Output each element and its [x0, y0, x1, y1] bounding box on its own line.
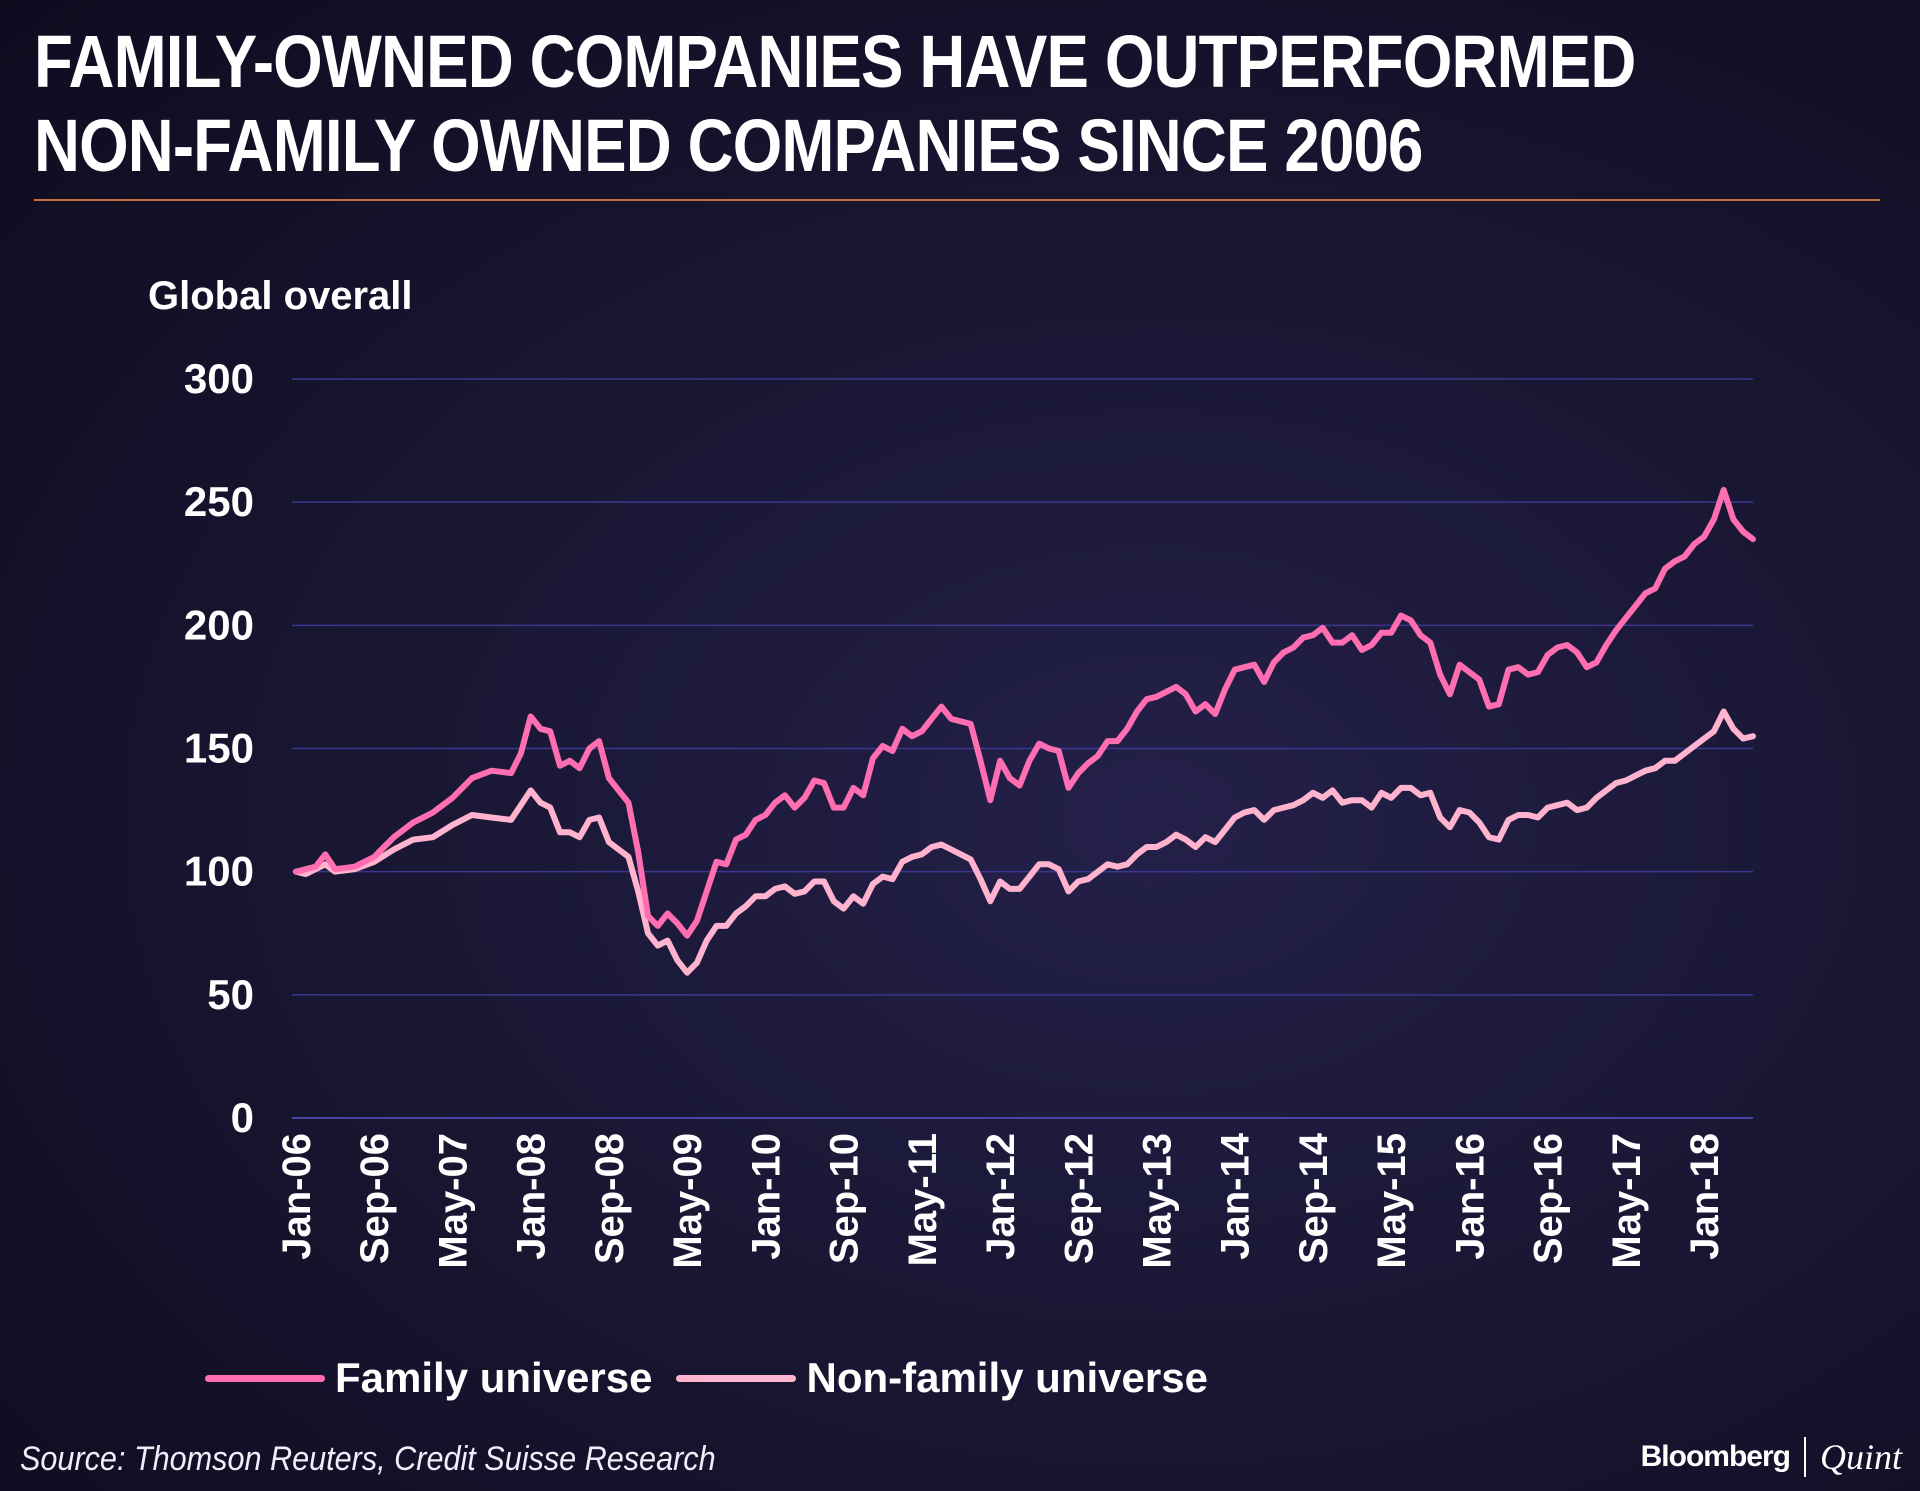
legend-swatch-non-family — [676, 1374, 797, 1382]
x-tick-label-may-11: May-11 — [901, 1133, 945, 1266]
y-tick-label-300: 300 — [184, 355, 254, 402]
legend-label-non-family: Non-family universe — [806, 1354, 1208, 1401]
legend-label-family: Family universe — [335, 1354, 653, 1401]
y-tick-label-0: 0 — [231, 1094, 254, 1141]
legend-swatch-family — [205, 1374, 325, 1382]
x-tick-label-may-07: May-07 — [431, 1133, 475, 1269]
x-tick-label-may-09: May-09 — [666, 1133, 710, 1269]
y-tick-label-50: 50 — [207, 971, 254, 1018]
x-tick-label-jan-16: Jan-16 — [1448, 1133, 1492, 1260]
x-tick-label-jan-06: Jan-06 — [275, 1133, 319, 1260]
title-line-2: NON-FAMILY OWNED COMPANIES SINCE 2006 — [34, 104, 1423, 187]
legend: Family universe Non-family universe — [205, 1350, 1232, 1406]
x-tick-label-sep-08: Sep-08 — [588, 1133, 632, 1264]
brand-name: Bloomberg — [1640, 1440, 1791, 1473]
x-tick-label-jan-08: Jan-08 — [510, 1133, 554, 1260]
x-tick-label-may-15: May-15 — [1370, 1133, 1414, 1269]
title-divider — [34, 199, 1880, 201]
y-tick-label-200: 200 — [184, 601, 254, 648]
series-line-non-family — [293, 708, 1756, 976]
x-tick-label-sep-10: Sep-10 — [823, 1133, 867, 1264]
x-tick-label-sep-14: Sep-14 — [1292, 1132, 1336, 1264]
brand-suffix: Quint — [1819, 1437, 1902, 1477]
x-tick-label-jan-18: Jan-18 — [1683, 1133, 1727, 1260]
brand-logo: Bloomberg Quint — [1641, 1436, 1902, 1478]
legend-item-family: Family universe — [205, 1354, 652, 1402]
x-tick-label-sep-12: Sep-12 — [1057, 1133, 1101, 1264]
x-tick-label-jan-14: Jan-14 — [1214, 1132, 1258, 1259]
y-axis-title: Global overall — [148, 274, 413, 318]
line-chart: 0 50 100 150 200 250 300 Jan-06 Sep-06 May-07 Jan-… — [184, 355, 1756, 1269]
x-tick-label-may-13: May-13 — [1136, 1133, 1180, 1269]
y-tick-label-250: 250 — [184, 478, 254, 525]
legend-item-non-family: Non-family universe — [676, 1354, 1208, 1402]
source-note: Source: Thomson Reuters, Credit Suisse R… — [20, 1440, 716, 1478]
x-tick-label-may-17: May-17 — [1605, 1133, 1649, 1269]
page-title: FAMILY-OWNED COMPANIES HAVE OUTPERFORMED… — [34, 20, 1636, 188]
series-line-family — [293, 486, 1756, 939]
brand-divider — [1803, 1437, 1806, 1477]
x-tick-label-jan-12: Jan-12 — [979, 1133, 1023, 1260]
y-tick-label-150: 150 — [184, 725, 254, 772]
x-tick-label-jan-10: Jan-10 — [744, 1133, 788, 1260]
y-tick-label-100: 100 — [184, 848, 254, 895]
x-tick-label-sep-16: Sep-16 — [1527, 1133, 1571, 1264]
title-line-1: FAMILY-OWNED COMPANIES HAVE OUTPERFORMED — [34, 20, 1636, 103]
x-tick-label-sep-06: Sep-06 — [353, 1133, 397, 1264]
